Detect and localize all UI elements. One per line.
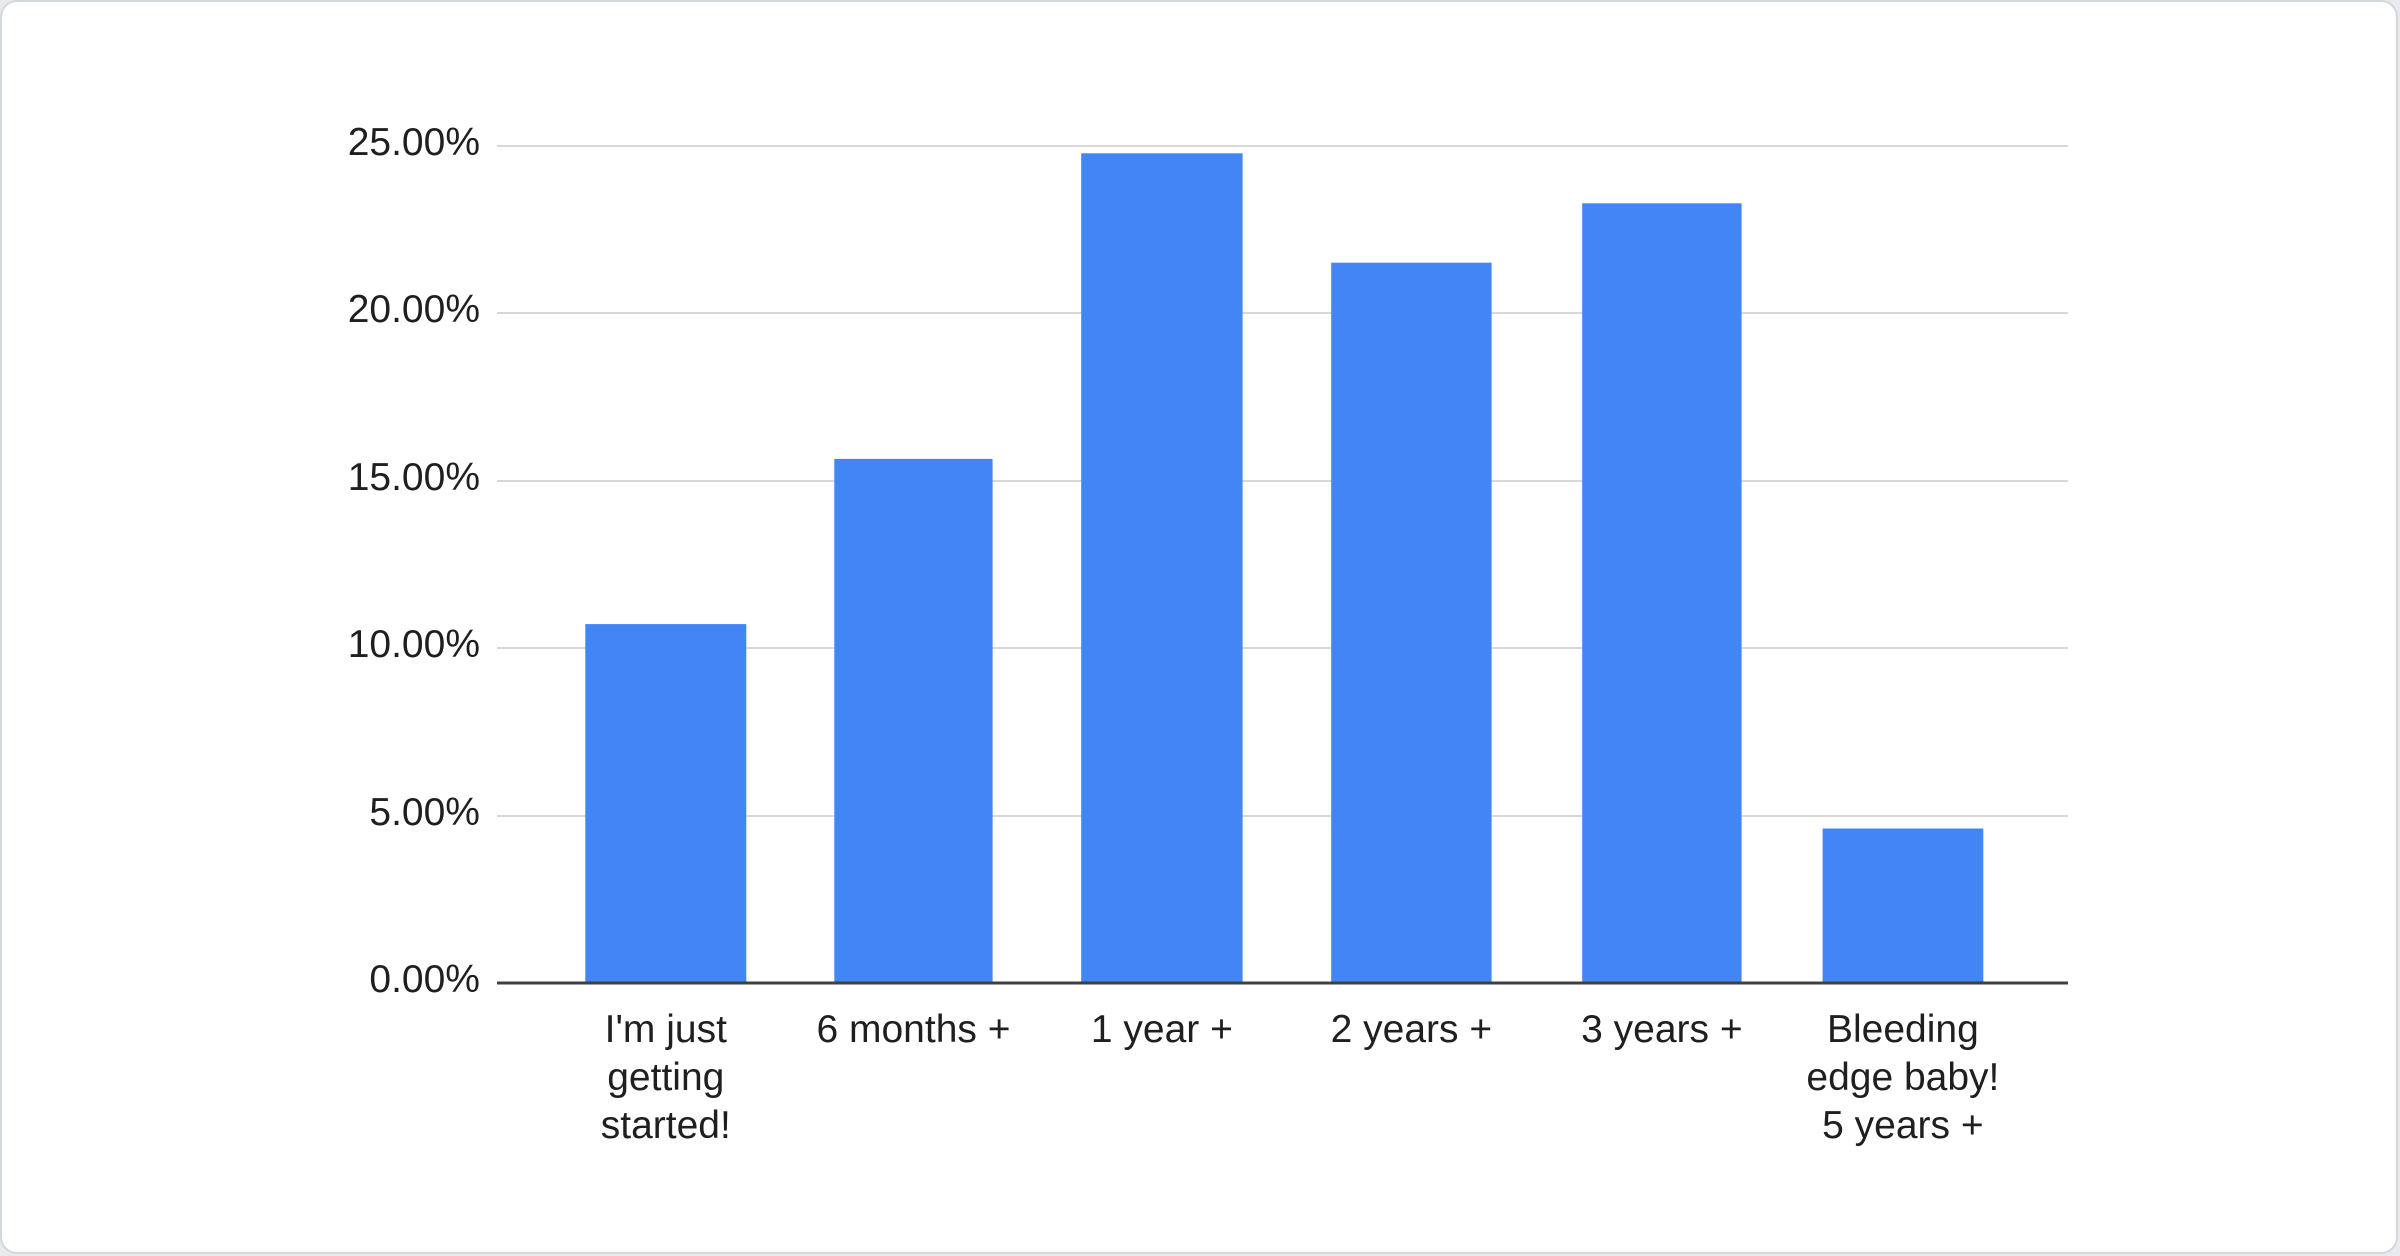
svg-text:5.00%: 5.00%: [369, 791, 480, 834]
svg-text:25.00%: 25.00%: [348, 121, 480, 164]
svg-text:0.00%: 0.00%: [369, 958, 480, 1001]
svg-text:20.00%: 20.00%: [348, 288, 480, 331]
svg-text:10.00%: 10.00%: [348, 623, 480, 666]
svg-text:1 year +: 1 year +: [1091, 1008, 1233, 1051]
svg-text:2 years +: 2 years +: [1331, 1008, 1493, 1051]
svg-text:getting: getting: [607, 1056, 724, 1099]
svg-text:I'm just: I'm just: [605, 1008, 727, 1051]
svg-text:3 years +: 3 years +: [1581, 1008, 1743, 1051]
svg-text:5 years +: 5 years +: [1822, 1104, 1984, 1147]
svg-text:Bleeding: Bleeding: [1827, 1008, 1979, 1051]
svg-text:6 months +: 6 months +: [816, 1008, 1010, 1051]
svg-text:15.00%: 15.00%: [348, 456, 480, 499]
svg-text:started!: started!: [601, 1104, 731, 1147]
svg-text:edge baby!: edge baby!: [1806, 1056, 1999, 1099]
